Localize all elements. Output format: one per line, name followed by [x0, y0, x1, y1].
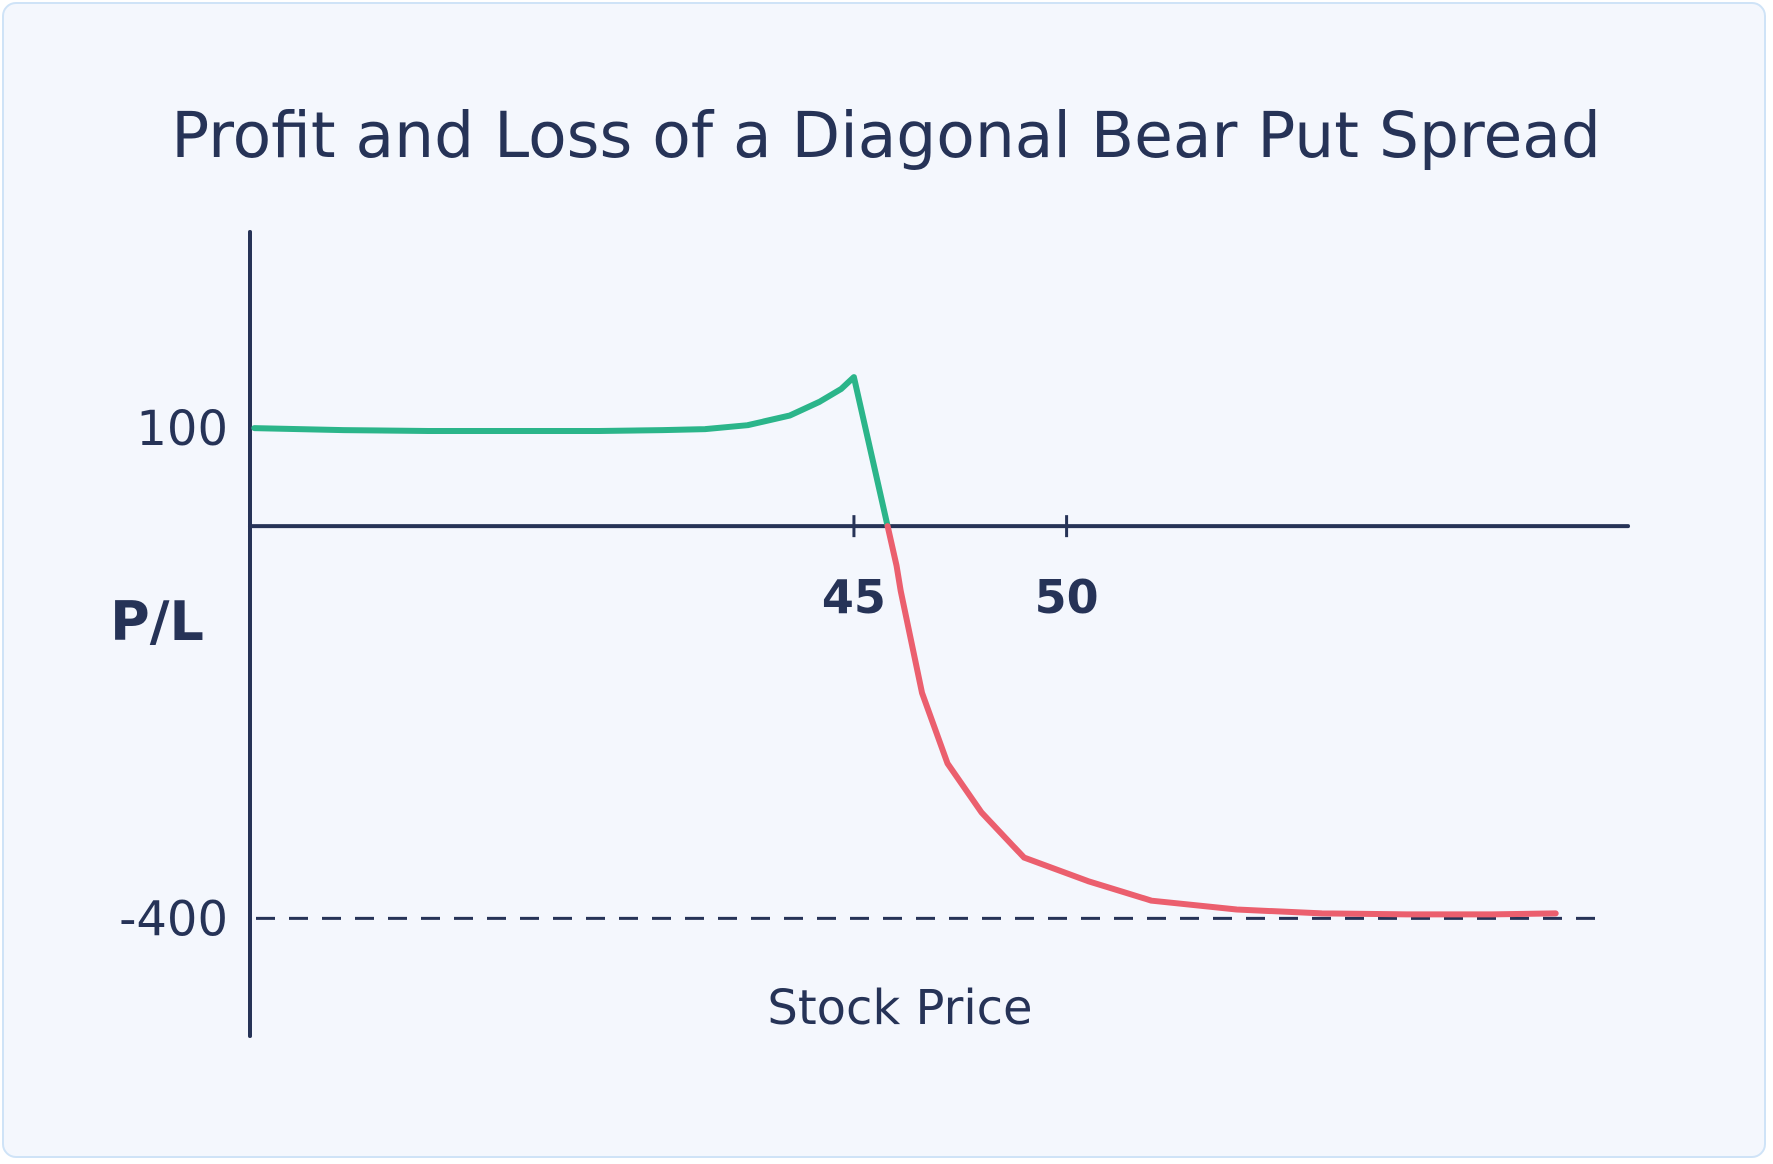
- pl-curve-profit: [251, 374, 891, 530]
- x-tick-label: 50: [1035, 570, 1099, 624]
- pl-curve-loss: [884, 523, 1559, 918]
- x-axis-label: Stock Price: [767, 980, 1032, 1036]
- x-tick-label: 45: [822, 570, 886, 624]
- y-axis-label: P/L: [110, 590, 204, 653]
- tick-group: 45 50 100 -400: [119, 401, 1099, 947]
- chart-title: Profit and Loss of a Diagonal Bear Put S…: [171, 99, 1601, 172]
- y-tick-label: 100: [136, 401, 228, 457]
- y-tick-label: -400: [119, 891, 228, 947]
